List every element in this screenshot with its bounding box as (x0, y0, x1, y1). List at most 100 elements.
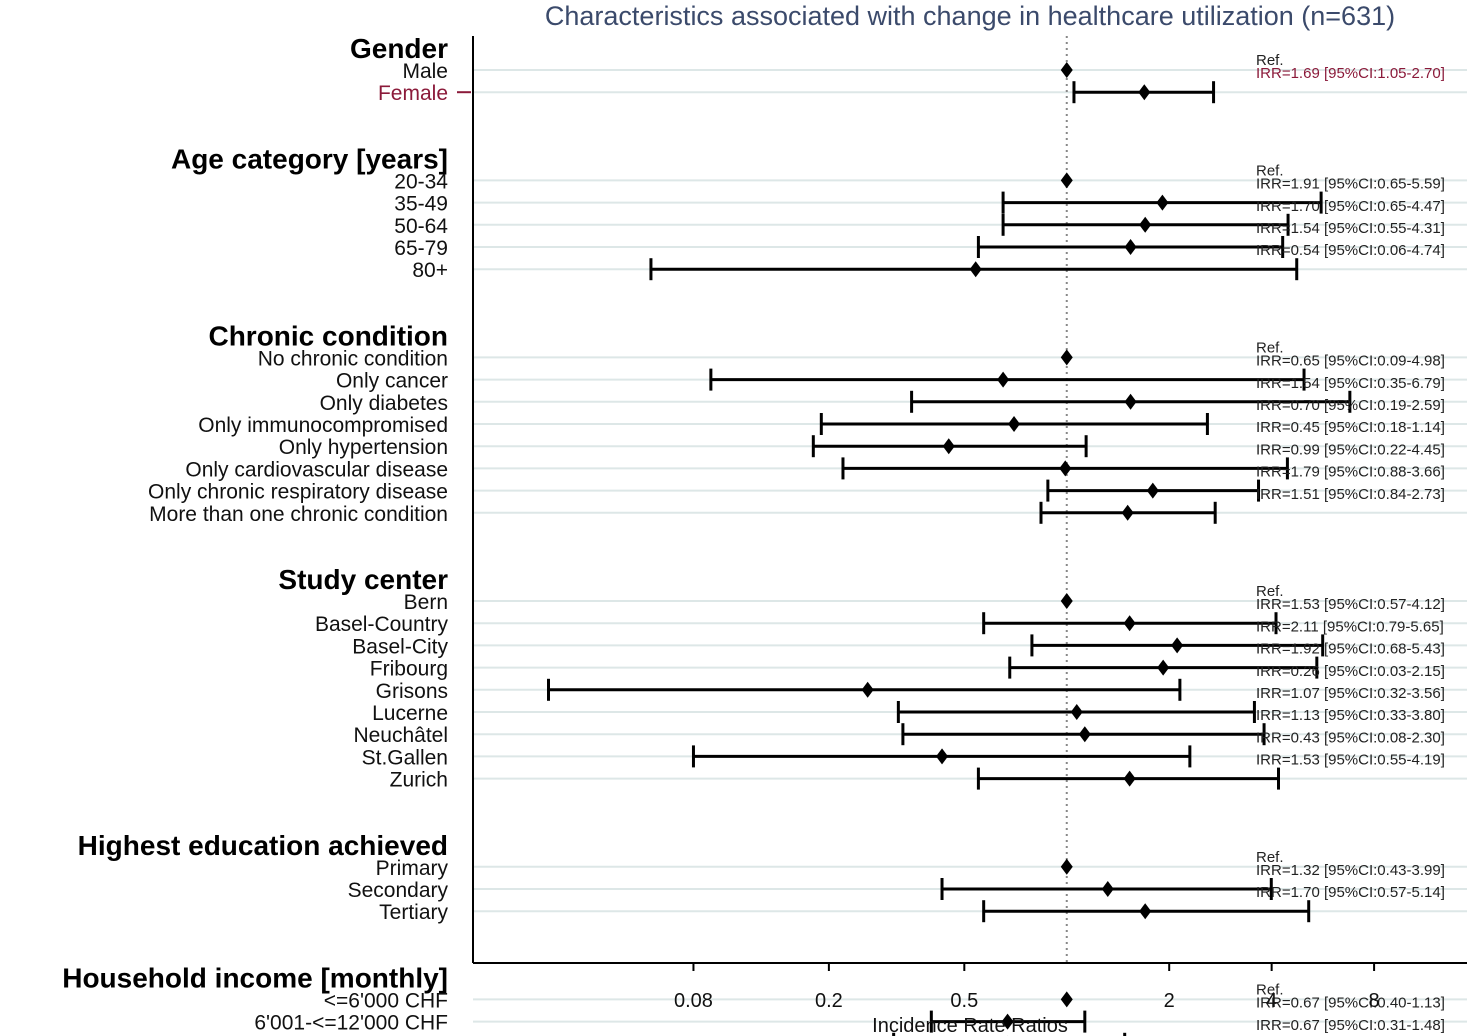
row-label: Only cardiovascular disease (185, 458, 448, 481)
row-label: Lucerne (372, 702, 448, 725)
irr-annotation: IRR=2.11 [95%CI:0.79-5.65] (1256, 618, 1444, 635)
irr-annotation: IRR=0.67 [95%CI:0.40-1.13] (1256, 995, 1445, 1012)
irr-annotation: IRR=0.99 [95%CI:0.22-4.45] (1256, 441, 1445, 458)
point-estimate (1139, 216, 1152, 233)
irr-annotation: IRR=0.26 [95%CI:0.03-2.15] (1256, 663, 1445, 680)
row-label: 12'001-<=18'000 CHF (243, 1034, 448, 1036)
group-label-age-category-years: Age category [years] (171, 143, 448, 174)
row-label: 20-34 (394, 170, 448, 193)
irr-annotation: IRR=1.70 [95%CI:0.57-5.14] (1256, 884, 1445, 901)
point-estimate (1001, 1013, 1014, 1030)
irr-annotation: IRR=1.07 [95%CI:0.32-3.56] (1256, 685, 1445, 702)
irr-annotation: IRR=1.54 [95%CI:0.35-6.79] (1256, 375, 1445, 392)
irr-annotation: IRR=0.70 [95%CI:0.19-2.59] (1256, 397, 1445, 414)
row-label: Zurich (390, 769, 448, 792)
row-label: More than one chronic condition (149, 503, 448, 526)
irr-annotation: IRR=0.54 [95%CI:0.06-4.74] (1256, 242, 1445, 259)
x-tick-label: 4 (1266, 990, 1277, 1012)
point-estimate (1008, 416, 1021, 432)
row-label: Only diabetes (320, 392, 448, 415)
row-label: Male (402, 60, 448, 83)
irr-annotation: IRR=1.51 [95%CI:0.84-2.73] (1256, 486, 1445, 503)
row-label: 35-49 (394, 193, 448, 216)
point-estimate (969, 261, 982, 278)
point-estimate (1060, 593, 1073, 609)
point-estimate (1157, 659, 1170, 676)
point-estimate (936, 748, 949, 765)
row-label: Only hypertension (279, 436, 448, 459)
row-label: 65-79 (394, 237, 448, 260)
point-estimate (861, 681, 874, 698)
point-estimate (1124, 239, 1137, 255)
chart-title: Characteristics associated with change i… (545, 1, 1395, 31)
row-label: Bern (404, 591, 448, 614)
irr-annotation: Ref. (1256, 339, 1284, 356)
x-ticks: 0.08 0.2 0.5 2 4 8 (674, 963, 1380, 1012)
point-estimate (1123, 770, 1136, 787)
group-label-highest-education-achieved: Highest education achieved (78, 830, 448, 861)
row-label: Secondary (348, 879, 449, 902)
row-label: St.Gallen (362, 746, 448, 769)
point-estimate (942, 438, 955, 455)
row-label: Grisons (376, 680, 448, 703)
irr-annotation: IRR=1.54 [95%CI:0.55-4.31] (1256, 220, 1445, 237)
irr-annotation: IRR=1.69 [95%CI:1.05-2.70] (1256, 65, 1445, 82)
point-estimate (1070, 704, 1083, 720)
group-label-chronic-condition: Chronic condition (208, 320, 448, 351)
point-estimate (1060, 349, 1073, 366)
point-estimate (1146, 482, 1159, 499)
irr-annotation: IRR=1.13 [95%CI:0.33-3.80] (1256, 707, 1445, 724)
row-label: Neuchâtel (353, 724, 448, 747)
row-label: <=6'000 CHF (324, 989, 448, 1012)
point-estimate (1156, 194, 1169, 211)
point-estimate (1060, 858, 1073, 875)
x-tick-label: 0.2 (815, 990, 843, 1012)
axes (472, 36, 1467, 964)
point-estimate (1060, 172, 1073, 189)
point-estimate (1123, 615, 1136, 632)
row-label: Female (378, 82, 448, 105)
point-estimate (1101, 881, 1114, 897)
x-tick-label: 0.08 (674, 990, 713, 1012)
row-label: 80+ (412, 259, 448, 282)
irr-annotation: IRR=1.92 [95%CI:0.68-5.43] (1256, 641, 1445, 658)
group-label-household-income-monthly: Household income [monthly] (62, 962, 448, 993)
group-labels: Gender Age category [years] Chronic condit… (62, 33, 448, 993)
irr-annotation: Ref. (1256, 583, 1284, 600)
irr-annotation: IRR=0.67 [95%CI:0.31-1.48] (1256, 1017, 1445, 1034)
irr-annotations: Ref.IRR=1.69 [95%CI:1.05-2.70]Ref.IRR=1.… (1256, 52, 1445, 1034)
row-label: Only immunocompromised (198, 414, 448, 437)
irr-annotation: IRR=0.43 [95%CI:0.08-2.30] (1256, 729, 1445, 746)
irr-annotation: IRR=1.53 [95%CI:0.55-4.19] (1256, 752, 1445, 769)
x-tick-label: 8 (1369, 990, 1380, 1012)
row-label: 50-64 (394, 215, 448, 238)
row-label: Basel-Country (315, 613, 449, 636)
group-label-study-center: Study center (278, 564, 448, 595)
irr-annotation: Ref. (1256, 162, 1284, 179)
irr-annotation: IRR=0.65 [95%CI:0.09-4.98] (1256, 353, 1445, 370)
row-label: Only chronic respiratory disease (148, 481, 448, 504)
row-label: Basel-City (352, 635, 448, 658)
point-estimate (1124, 393, 1137, 410)
irr-annotation: IRR=0.45 [95%CI:0.18-1.14] (1256, 419, 1445, 436)
x-tick-label: 2 (1164, 990, 1175, 1012)
point-estimate (1059, 460, 1072, 477)
irr-annotation: Ref. (1256, 52, 1284, 69)
point-estimate (1121, 504, 1134, 521)
row-label: No chronic condition (258, 347, 448, 370)
irr-annotation: Ref. (1256, 981, 1284, 998)
irr-annotation: IRR=1.79 [95%CI:0.88-3.66] (1256, 464, 1445, 481)
irr-annotation: IRR=1.70 [95%CI:0.65-4.47] (1256, 198, 1445, 215)
row-label: Only cancer (336, 370, 448, 393)
point-estimate (1171, 637, 1184, 654)
point-estimate (1060, 991, 1073, 1008)
group-label-gender: Gender (350, 33, 448, 64)
row-label: Tertiary (379, 901, 448, 924)
row-label: Primary (376, 857, 449, 880)
point-estimate (1139, 903, 1152, 920)
point-estimate (997, 371, 1010, 388)
point-estimate (1138, 84, 1151, 101)
point-estimates (861, 62, 1184, 1036)
